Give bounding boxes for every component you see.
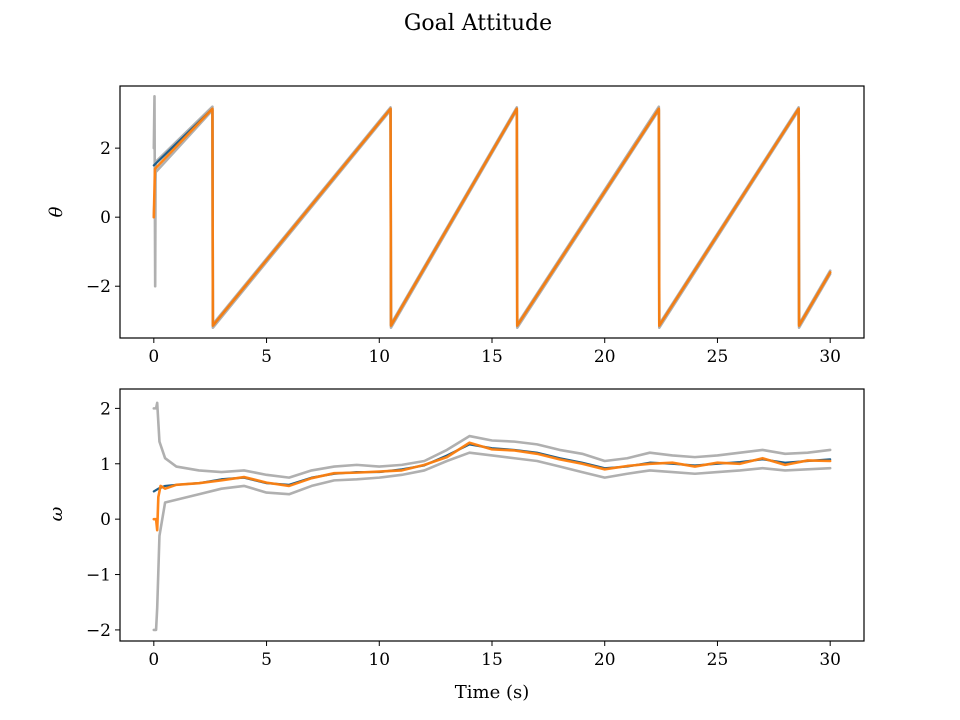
figure-title: Goal Attitude xyxy=(404,11,552,36)
omega-series-band-upper xyxy=(152,401,832,479)
omega-series-truth xyxy=(152,441,832,532)
theta-subplot: θ 0 5 10 15 20 25 30 −2 0 2 xyxy=(46,85,865,367)
omega-xtick-label: 25 xyxy=(707,650,729,670)
omega-xtick-label: 20 xyxy=(594,650,616,670)
omega-axes-frame xyxy=(119,388,865,642)
theta-xtick-label: 5 xyxy=(261,347,272,367)
omega-xtick-label: 15 xyxy=(481,650,503,670)
omega-series-estimate xyxy=(152,443,832,493)
theta-xtick-label: 20 xyxy=(594,347,616,367)
omega-xtick-label: 30 xyxy=(819,650,841,670)
theta-xtick-label: 30 xyxy=(819,347,841,367)
theta-series-band-upper xyxy=(152,95,832,326)
theta-xtick-label: 10 xyxy=(368,347,390,367)
theta-ytick-label: 0 xyxy=(100,208,111,228)
theta-series-truth xyxy=(152,107,832,327)
theta-ylabel: θ xyxy=(46,206,67,217)
omega-ytick-label: −2 xyxy=(86,621,111,641)
omega-ytick-label: 1 xyxy=(100,455,111,475)
omega-subplot: ω Time (s) 0 5 10 15 20 25 30 −2 −1 0 1 2 xyxy=(46,388,865,703)
theta-xtick-label: 25 xyxy=(707,347,729,367)
omega-ytick-label: 0 xyxy=(100,510,111,530)
omega-xtick-label: 0 xyxy=(148,650,159,670)
theta-ytick-label: −2 xyxy=(86,277,111,297)
theta-xtick-label: 0 xyxy=(148,347,159,367)
theta-ytick-label: 2 xyxy=(100,139,111,159)
omega-ylabel: ω xyxy=(46,506,67,521)
omega-ytick-label: 2 xyxy=(100,399,111,419)
omega-series-band-lower xyxy=(152,451,832,632)
omega-xtick-label: 5 xyxy=(261,650,272,670)
theta-xtick-label: 15 xyxy=(481,347,503,367)
time-xlabel: Time (s) xyxy=(455,682,530,703)
omega-ytick-label: −1 xyxy=(86,566,111,586)
omega-xtick-label: 10 xyxy=(368,650,390,670)
